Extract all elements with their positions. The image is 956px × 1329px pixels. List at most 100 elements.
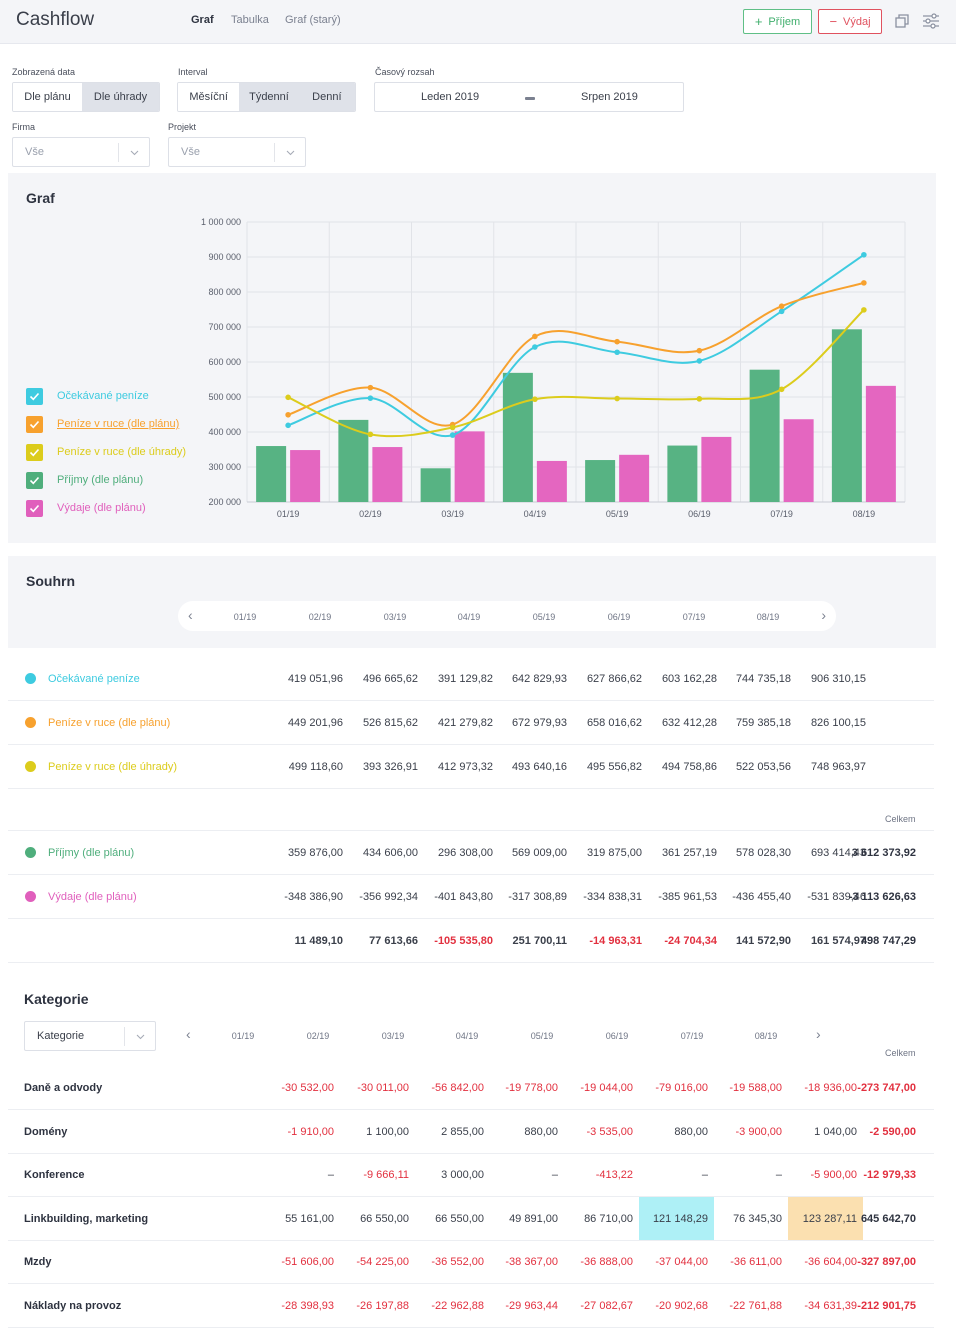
bar-prijmy[interactable] <box>667 445 698 502</box>
category-cell[interactable]: 55 161,00 <box>265 1197 340 1240</box>
line-point[interactable] <box>614 349 620 356</box>
range-from[interactable]: Leden 2019 <box>421 91 480 103</box>
category-cell[interactable]: -36 552,00 <box>415 1240 490 1283</box>
line-point[interactable] <box>367 395 374 401</box>
date-range-picker[interactable]: Leden 2019 Srpen 2019 <box>374 82 684 112</box>
category-cell[interactable]: -37 044,00 <box>639 1240 714 1283</box>
legend-item[interactable]: Očekávané peníze <box>26 387 149 405</box>
category-row[interactable]: Domény -1 910,00 1 100,00 2 855,00 880,00 -3 … <box>8 1110 934 1154</box>
line-point[interactable] <box>861 280 867 286</box>
category-cell[interactable]: 880,00 <box>489 1110 564 1153</box>
summary-period-label[interactable]: 03/19 <box>383 612 407 622</box>
add-expense-button[interactable]: − Výdaj <box>818 9 882 34</box>
bar-vydaje[interactable] <box>865 385 896 502</box>
next-period-icon[interactable]: › <box>821 607 826 623</box>
legend-item[interactable]: Příjmy (dle plánu) <box>26 471 143 489</box>
summary-row-label[interactable]: Peníze v ruce (dle plánu) <box>48 717 171 729</box>
category-cell[interactable]: -22 761,88 <box>713 1284 788 1327</box>
summary-period-label[interactable]: 04/19 <box>457 612 481 622</box>
category-cell[interactable]: 123 287,11 <box>788 1196 863 1240</box>
settings-sliders-icon[interactable] <box>922 12 940 30</box>
category-row[interactable]: Daně a odvody -30 532,00 -30 011,00 -56 842… <box>8 1066 934 1110</box>
category-cell[interactable]: -19 778,00 <box>489 1066 564 1109</box>
category-period-label[interactable]: 04/19 <box>455 1031 479 1041</box>
category-cell[interactable]: -79 016,00 <box>639 1066 714 1109</box>
category-period-label[interactable]: 08/19 <box>754 1031 778 1041</box>
bar-prijmy[interactable] <box>256 446 287 502</box>
category-cell[interactable]: -3 900,00 <box>713 1110 788 1153</box>
line-point[interactable] <box>532 344 538 350</box>
tab-graf-stary[interactable]: Graf (starý) <box>285 14 341 26</box>
category-cell[interactable]: -19 588,00 <box>713 1066 788 1109</box>
category-cell[interactable]: 880,00 <box>639 1110 714 1153</box>
bar-vydaje[interactable] <box>372 447 403 502</box>
line-point[interactable] <box>367 431 374 438</box>
line-point[interactable] <box>285 422 291 429</box>
category-cell[interactable]: -3 535,00 <box>564 1110 639 1153</box>
category-cell[interactable]: 66 550,00 <box>340 1197 415 1240</box>
summary-period-label[interactable]: 01/19 <box>233 612 257 622</box>
bar-prijmy[interactable] <box>831 329 862 502</box>
category-cell[interactable]: -5 900,00 <box>788 1153 863 1196</box>
data-option-plan[interactable]: Dle plánu <box>13 83 83 111</box>
bar-vydaje[interactable] <box>536 460 567 502</box>
category-cell[interactable]: 121 148,29 <box>639 1196 714 1240</box>
category-cell[interactable]: -34 631,39 <box>788 1284 863 1327</box>
interval-weekly[interactable]: Týdenní <box>239 83 299 111</box>
checkbox-checked-icon[interactable] <box>26 471 43 489</box>
firma-select[interactable]: Vše <box>12 137 150 167</box>
category-cell[interactable]: -19 044,00 <box>564 1066 639 1109</box>
category-cell[interactable]: -30 532,00 <box>265 1066 340 1109</box>
prev-period-icon[interactable]: ‹ <box>188 607 193 623</box>
category-cell[interactable]: -36 888,00 <box>564 1240 639 1283</box>
bar-vydaje[interactable] <box>783 419 814 502</box>
category-cell[interactable]: 1 040,00 <box>788 1110 863 1153</box>
category-cell[interactable]: 2 855,00 <box>415 1110 490 1153</box>
bar-prijmy[interactable] <box>749 369 780 502</box>
checkbox-checked-icon[interactable] <box>26 499 43 517</box>
category-cell[interactable]: -1 910,00 <box>265 1110 340 1153</box>
category-cell[interactable]: -30 011,00 <box>340 1066 415 1109</box>
line-point[interactable] <box>696 396 703 402</box>
interval-monthly[interactable]: Měsíční <box>178 83 240 111</box>
range-to[interactable]: Srpen 2019 <box>581 91 638 103</box>
line-point[interactable] <box>285 394 291 401</box>
line-point[interactable] <box>861 307 867 313</box>
category-cell[interactable]: – <box>265 1153 340 1196</box>
category-cell[interactable]: -9 666,11 <box>340 1153 415 1196</box>
add-income-button[interactable]: + Příjem <box>743 9 812 34</box>
line-point[interactable] <box>778 386 785 393</box>
bar-prijmy[interactable] <box>585 460 616 502</box>
category-cell[interactable]: -38 367,00 <box>489 1240 564 1283</box>
category-cell[interactable]: – <box>713 1153 788 1196</box>
category-cell[interactable]: -26 197,88 <box>340 1284 415 1327</box>
checkbox-checked-icon[interactable] <box>26 415 43 433</box>
category-period-label[interactable]: 02/19 <box>306 1031 330 1041</box>
summary-row-label[interactable]: Příjmy (dle plánu) <box>48 847 135 859</box>
projekt-select[interactable]: Vše <box>168 137 306 167</box>
copy-icon[interactable] <box>893 12 911 30</box>
bar-vydaje[interactable] <box>290 450 321 502</box>
category-cell[interactable]: -20 902,68 <box>639 1284 714 1327</box>
interval-daily[interactable]: Denní <box>298 83 355 111</box>
categories-prev-icon[interactable]: ‹ <box>186 1026 191 1042</box>
category-cell[interactable]: -18 936,00 <box>788 1066 863 1109</box>
tab-graf[interactable]: Graf <box>191 14 214 26</box>
line-point[interactable] <box>532 333 538 340</box>
line-point[interactable] <box>778 303 785 310</box>
line-point[interactable] <box>532 396 538 403</box>
line-point[interactable] <box>449 424 456 431</box>
category-period-label[interactable]: 06/19 <box>605 1031 629 1041</box>
line-point[interactable] <box>614 395 620 402</box>
category-cell[interactable]: – <box>639 1153 714 1196</box>
category-cell[interactable]: -51 606,00 <box>265 1240 340 1283</box>
line-point[interactable] <box>696 358 703 364</box>
bar-vydaje[interactable] <box>701 436 732 502</box>
category-row[interactable]: Náklady na provoz -28 398,93 -26 197,88 -22… <box>8 1284 934 1328</box>
summary-row-label[interactable]: Očekávané peníze <box>48 673 140 685</box>
summary-period-label[interactable]: 07/19 <box>682 612 706 622</box>
line-point[interactable] <box>614 338 620 345</box>
category-cell[interactable]: – <box>489 1153 564 1196</box>
summary-row-label[interactable]: Peníze v ruce (dle úhrady) <box>48 761 178 773</box>
category-cell[interactable]: -27 082,67 <box>564 1284 639 1327</box>
